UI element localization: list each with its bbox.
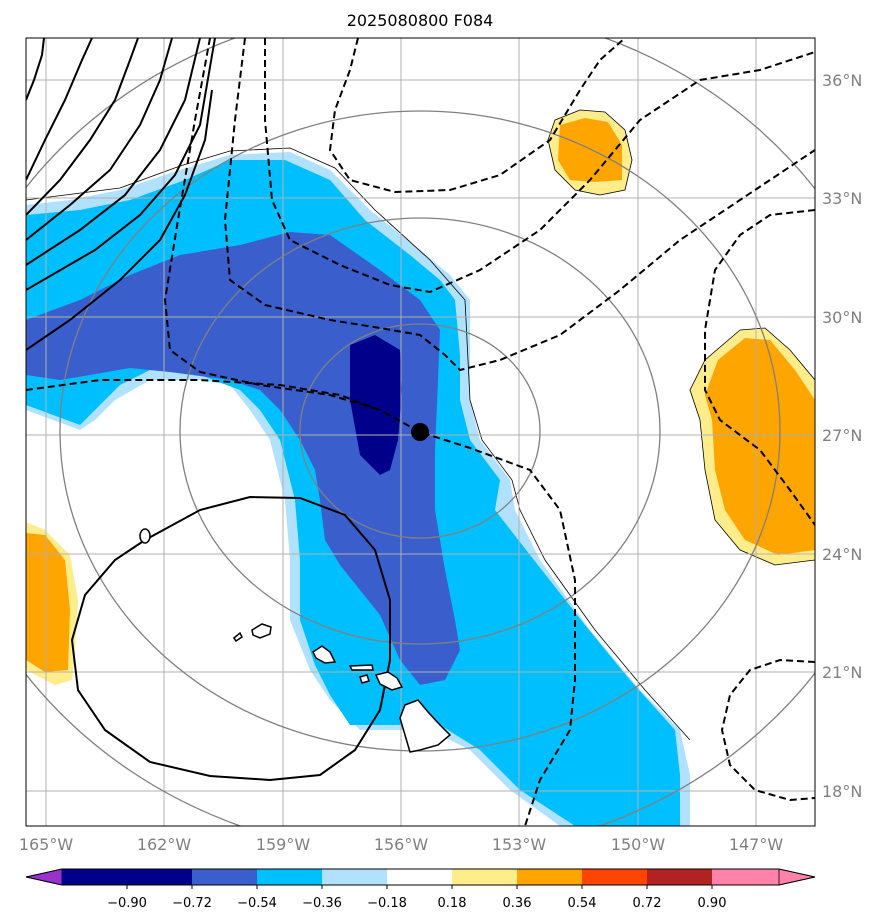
solid-contour-7 [26, 89, 213, 351]
colorbar-segment [127, 869, 193, 885]
island-lanai [359, 674, 370, 684]
dashed-contour-1 [26, 379, 576, 826]
hawaii-islands [233, 623, 452, 753]
lon-label: 165°W [19, 835, 74, 854]
zero-contours [26, 109, 815, 741]
colorbar-segment [322, 869, 388, 885]
lon-label: 159°W [256, 835, 311, 854]
solid-contour-5 [26, 38, 201, 266]
colorbar-segment [452, 869, 518, 885]
chart-title: 2025080800 F084 [347, 11, 494, 30]
colorbar-extend-left [25, 868, 63, 886]
contour-label-zero [139, 528, 151, 544]
positive-blob-west-inner [26, 533, 70, 672]
dashed-contour-6 [704, 209, 815, 526]
range-ring-2 [179, 217, 661, 645]
colorbar-label: 0.72 [633, 896, 662, 911]
colorbar-label: 0.90 [698, 896, 727, 911]
colorbar-segment [257, 869, 323, 885]
positive-shading [26, 110, 815, 685]
island-kauai [251, 623, 272, 639]
colorbar-label: −0.36 [302, 896, 342, 911]
colorbar-outline [25, 868, 816, 886]
island-big-island [399, 699, 452, 753]
lat-label: 21°N [822, 663, 862, 682]
solid-contour-1 [26, 38, 45, 101]
zero-contour-main [26, 147, 691, 741]
grid-lines [26, 38, 815, 826]
colorbar-label: −0.18 [367, 896, 407, 911]
colorbar-extend-right [778, 868, 816, 886]
colorbar: −0.90 −0.72 −0.54 −0.36 −0.18 0.18 0.36 … [25, 868, 816, 911]
colorbar-segment [647, 869, 713, 885]
range-ring-1 [299, 323, 541, 539]
island-oahu [312, 645, 337, 664]
lon-tick-labels: 165°W 162°W 159°W 156°W 153°W 150°W 147°… [19, 835, 784, 854]
lat-label: 18°N [822, 782, 862, 801]
colorbar-ticks [126, 885, 713, 889]
lat-label: 24°N [822, 545, 862, 564]
solid-contour-hawaii [70, 495, 391, 782]
lat-label: 36°N [822, 71, 862, 90]
lon-label: 162°W [137, 835, 192, 854]
positive-blob-north-inner [558, 118, 622, 182]
solid-contour-6 [26, 38, 216, 291]
colorbar-segment [192, 869, 258, 885]
lon-label: 150°W [611, 835, 666, 854]
lat-label: 30°N [822, 308, 862, 327]
colorbar-segment [62, 869, 128, 885]
map-frame [25, 37, 816, 827]
solid-contour-2 [26, 38, 93, 181]
solid-contour-4 [26, 38, 173, 241]
colorbar-label: −0.72 [172, 896, 212, 911]
dashed-contour-3 [223, 38, 815, 372]
island-molokai [348, 664, 374, 671]
colorbar-label: −0.54 [237, 896, 277, 911]
colorbar-segment [387, 869, 453, 885]
colorbar-segment [582, 869, 648, 885]
dashed-contour-7 [720, 658, 815, 802]
lat-tick-labels: 36°N 33°N 30°N 27°N 24°N 21°N 18°N [822, 71, 862, 801]
center-marker [411, 423, 429, 441]
dashed-contour-5 [328, 38, 626, 194]
colorbar-label: 0.36 [503, 896, 532, 911]
solid-contours [26, 38, 391, 782]
dashed-contour-4 [264, 38, 815, 294]
colorbar-label: −0.90 [107, 896, 147, 911]
range-ring-3 [59, 110, 781, 752]
island-niihau [233, 631, 243, 643]
negative-shading [26, 152, 690, 826]
lon-label: 156°W [374, 835, 429, 854]
zero-contour-north [547, 109, 633, 196]
lon-label: 153°W [492, 835, 547, 854]
lon-label: 147°W [729, 835, 784, 854]
island-maui [374, 671, 404, 691]
lat-label: 33°N [822, 189, 862, 208]
positive-blob-east-inner [705, 338, 815, 555]
map-area [26, 38, 815, 826]
zero-contour-east [689, 327, 815, 566]
lat-label: 27°N [822, 426, 862, 445]
colorbar-label: 0.18 [438, 896, 467, 911]
solid-contour-3 [26, 38, 139, 216]
colorbar-label: 0.54 [568, 896, 597, 911]
colorbar-segment [517, 869, 583, 885]
shade-level-0.72 [350, 335, 402, 475]
dashed-contours [26, 38, 815, 826]
range-rings [26, 38, 815, 826]
colorbar-segment [712, 869, 779, 885]
